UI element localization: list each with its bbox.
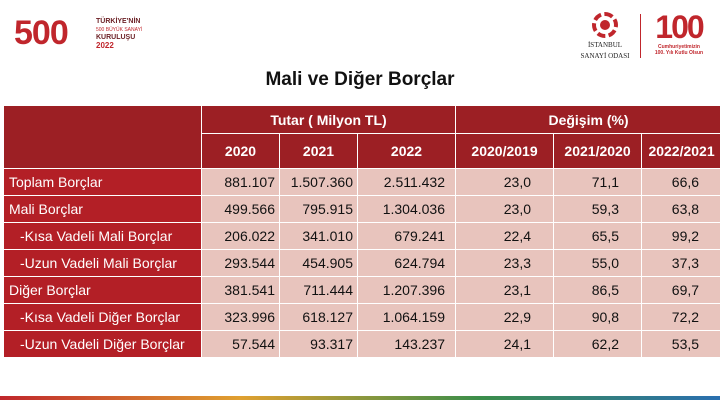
table-row: Diğer Borçlar 381.541 711.444 1.207.396 … bbox=[3, 276, 720, 304]
table-cell: 66,6 bbox=[641, 168, 720, 196]
table-row: -Uzun Vadeli Diğer Borçlar 57.544 93.317… bbox=[3, 330, 720, 358]
row-label: Toplam Borçlar bbox=[3, 168, 202, 196]
table-cell: 23,1 bbox=[455, 276, 555, 304]
gear-icon bbox=[592, 12, 618, 38]
table-cell: 37,3 bbox=[641, 249, 720, 277]
table-cell: 53,5 bbox=[641, 330, 720, 358]
table-cell: 86,5 bbox=[553, 276, 643, 304]
centennial-logo: 100 Cumhuriyetimizin 100. Yılı Kutlu Ols… bbox=[646, 10, 712, 62]
table-cell: 624.794 bbox=[356, 249, 457, 277]
row-label: Mali Borçlar bbox=[3, 195, 202, 223]
table-cell: 618.127 bbox=[279, 303, 358, 331]
row-label: -Kısa Vadeli Mali Borçlar bbox=[3, 222, 202, 250]
table-cell: 23,0 bbox=[455, 195, 555, 223]
table-cell: 24,1 bbox=[455, 330, 555, 358]
header-degisim: Değişim (%) bbox=[455, 105, 720, 134]
column-header: 2022 bbox=[356, 133, 457, 169]
iso-logo-line1: İSTANBUL bbox=[587, 41, 623, 49]
table-cell: 57.544 bbox=[201, 330, 280, 358]
logo-500-year: 2022 bbox=[96, 41, 114, 50]
iso-logo: İSTANBUL SANAYİ ODASI bbox=[575, 12, 635, 62]
row-label: -Kısa Vadeli Diğer Borçlar bbox=[3, 303, 202, 331]
table-header-row-1: Tutar ( Milyon TL) Değişim (%) bbox=[3, 105, 720, 169]
logo-500-text: TÜRKİYE'NİN 500 BÜYÜK SANAYİ KURULUŞU 20… bbox=[96, 18, 142, 50]
iso-logo-line2: SANAYİ ODASI bbox=[580, 52, 630, 60]
table-cell: 1.207.396 bbox=[356, 276, 457, 304]
row-label: -Uzun Vadeli Mali Borçlar bbox=[3, 249, 202, 277]
centennial-number: 100 bbox=[655, 9, 704, 45]
table-cell: 63,8 bbox=[641, 195, 720, 223]
table-corner-cell bbox=[3, 105, 202, 169]
table-cell: 69,7 bbox=[641, 276, 720, 304]
table-cell: 1.064.159 bbox=[356, 303, 457, 331]
table-row: Toplam Borçlar 881.107 1.507.360 2.511.4… bbox=[3, 168, 720, 196]
table-row: Mali Borçlar 499.566 795.915 1.304.036 2… bbox=[3, 195, 720, 223]
table-cell: 65,5 bbox=[553, 222, 643, 250]
row-label: Diğer Borçlar bbox=[3, 276, 202, 304]
table-cell: 23,3 bbox=[455, 249, 555, 277]
table-cell: 22,9 bbox=[455, 303, 555, 331]
table-cell: 59,3 bbox=[553, 195, 643, 223]
table-row: -Kısa Vadeli Diğer Borçlar 323.996 618.1… bbox=[3, 303, 720, 331]
table-cell: 93.317 bbox=[279, 330, 358, 358]
table-cell: 881.107 bbox=[201, 168, 280, 196]
table-cell: 2.511.432 bbox=[356, 168, 457, 196]
column-header: 2021/2020 bbox=[553, 133, 643, 169]
centennial-caption-1: Cumhuriyetimizin bbox=[658, 44, 700, 50]
row-label: -Uzun Vadeli Diğer Borçlar bbox=[3, 330, 202, 358]
page-header: 500 TÜRKİYE'NİN 500 BÜYÜK SANAYİ KURULUŞ… bbox=[0, 0, 720, 64]
table-cell: 55,0 bbox=[553, 249, 643, 277]
debts-table: Tutar ( Milyon TL) Değişim (%) 2020 2021… bbox=[3, 105, 720, 358]
logo-divider bbox=[640, 14, 641, 58]
logo-500-line1: TÜRKİYE'NİN bbox=[96, 18, 141, 25]
table-cell: 90,8 bbox=[553, 303, 643, 331]
table-cell: 795.915 bbox=[279, 195, 358, 223]
table-row: -Uzun Vadeli Mali Borçlar 293.544 454.90… bbox=[3, 249, 720, 277]
table-cell: 454.905 bbox=[279, 249, 358, 277]
table-cell: 71,1 bbox=[553, 168, 643, 196]
footer-color-strip bbox=[0, 396, 720, 400]
centennial-caption-2: 100. Yılı Kutlu Olsun bbox=[654, 50, 704, 56]
header-tutar: Tutar ( Milyon TL) bbox=[200, 105, 457, 134]
table-cell: 499.566 bbox=[201, 195, 280, 223]
logo-500-line2: 500 BÜYÜK SANAYİ bbox=[96, 27, 143, 33]
turkiye-500-logo: 500 TÜRKİYE'NİN 500 BÜYÜK SANAYİ KURULUŞ… bbox=[14, 14, 154, 54]
table-cell: 62,2 bbox=[553, 330, 643, 358]
table-cell: 1.304.036 bbox=[356, 195, 457, 223]
table-cell: 143.237 bbox=[356, 330, 457, 358]
column-header: 2020 bbox=[201, 133, 280, 169]
logo-500-number: 500 bbox=[14, 14, 69, 52]
table-cell: 711.444 bbox=[279, 276, 358, 304]
table-cell: 22,4 bbox=[455, 222, 555, 250]
table-header-row-2: 2020 2021 2022 2020/2019 2021/2020 2022/… bbox=[4, 133, 720, 169]
table-cell: 99,2 bbox=[641, 222, 720, 250]
table-cell: 1.507.360 bbox=[279, 168, 358, 196]
table-cell: 23,0 bbox=[455, 168, 555, 196]
column-header: 2022/2021 bbox=[641, 133, 720, 169]
table-cell: 293.544 bbox=[201, 249, 280, 277]
column-header: 2020/2019 bbox=[455, 133, 555, 169]
table-cell: 341.010 bbox=[279, 222, 358, 250]
table-cell: 679.241 bbox=[356, 222, 457, 250]
logo-500-line3: KURULUŞU bbox=[96, 34, 136, 41]
table-cell: 381.541 bbox=[201, 276, 280, 304]
page-title: Mali ve Diğer Borçlar bbox=[265, 69, 455, 90]
column-header: 2021 bbox=[279, 133, 358, 169]
table-cell: 72,2 bbox=[641, 303, 720, 331]
table-cell: 323.996 bbox=[201, 303, 280, 331]
table-cell: 206.022 bbox=[201, 222, 280, 250]
table-row: -Kısa Vadeli Mali Borçlar 206.022 341.01… bbox=[3, 222, 720, 250]
